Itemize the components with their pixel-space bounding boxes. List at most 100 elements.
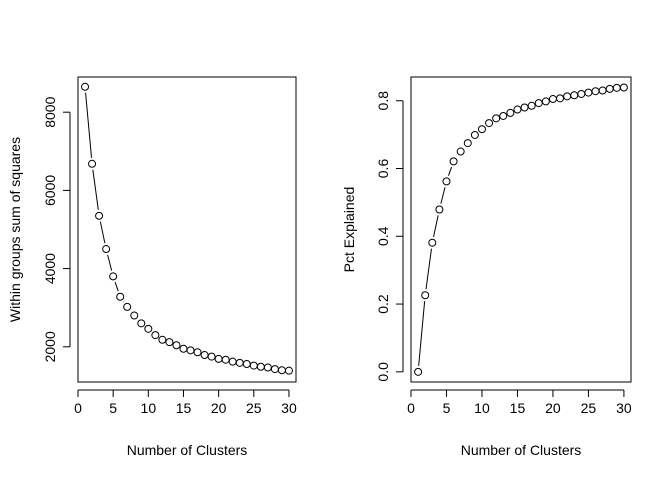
data-point	[270, 365, 279, 374]
y-tick-label: 8000	[42, 96, 58, 127]
right-panel-pct-explained-chart: 0 5 10 15 20 25 30 0.0 0.2 0.4 0.6 0.8 Number of Clu…	[341, 76, 632, 458]
series-line-segment	[448, 166, 453, 176]
y-tick-label: 0.4	[375, 226, 391, 246]
x-tick-label: 5	[443, 400, 451, 416]
plot-frame	[410, 76, 632, 383]
data-point	[499, 111, 508, 120]
x-tick-label: 25	[581, 400, 597, 416]
data-point	[109, 272, 118, 281]
data-point	[513, 105, 522, 114]
data-point	[165, 338, 174, 347]
y-tick-label: 6000	[42, 175, 58, 206]
data-point	[263, 363, 272, 372]
y-axis-title: Pct Explained	[341, 187, 357, 273]
data-point	[584, 88, 593, 97]
x-tick-label: 20	[545, 400, 561, 416]
data-point	[88, 159, 97, 168]
x-tick-label: 10	[474, 400, 490, 416]
x-tick-label: 10	[141, 400, 157, 416]
x-tick-label: 15	[176, 400, 192, 416]
data-point	[81, 82, 90, 91]
x-tick-label: 25	[246, 400, 262, 416]
data-point	[235, 358, 244, 367]
data-point	[449, 157, 458, 166]
x-tick-label: 0	[407, 400, 415, 416]
data-point	[214, 354, 223, 363]
data-point	[563, 92, 572, 101]
data-point	[556, 94, 565, 103]
series-line-segment	[440, 187, 446, 204]
x-tick-label: 15	[510, 400, 526, 416]
y-tick-label: 0.6	[375, 159, 391, 179]
data-point	[492, 114, 501, 123]
data-point	[541, 97, 550, 106]
data-point	[249, 361, 258, 370]
data-point	[570, 91, 579, 100]
series-line-segment	[114, 281, 119, 292]
series-line-segment	[107, 254, 113, 271]
x-axis-title: Number of Clusters	[127, 442, 248, 458]
data-point	[527, 101, 536, 110]
series-line-segment	[433, 215, 439, 237]
data-point	[144, 324, 153, 333]
x-tick-label: 20	[211, 400, 227, 416]
y-tick-label: 4000	[42, 253, 58, 284]
data-point	[186, 346, 195, 355]
data-point	[130, 311, 139, 320]
x-tick-label: 0	[74, 400, 82, 416]
data-point	[137, 319, 146, 328]
y-tick-label: 0.2	[375, 294, 391, 314]
data-point	[193, 348, 202, 357]
series-line-segment	[425, 248, 432, 290]
y-tick-label: 0.8	[375, 91, 391, 111]
data-point	[619, 83, 628, 92]
data-point	[477, 125, 486, 134]
data-point	[577, 89, 586, 98]
data-point	[428, 238, 437, 247]
series-line-segment	[85, 92, 93, 158]
left-panel-elbow-chart: 0 5 10 15 20 25 30 2000 4000 6000 8000 Number of Cl…	[7, 76, 297, 458]
series-line-segment	[99, 221, 106, 244]
data-point	[612, 83, 621, 92]
data-point	[179, 344, 188, 353]
x-tick-label: 30	[281, 400, 297, 416]
plot-frame	[77, 76, 297, 383]
data-point	[591, 87, 600, 96]
data-point	[277, 366, 286, 375]
data-point	[207, 352, 216, 361]
x-tick-label: 5	[109, 400, 117, 416]
data-point	[158, 335, 167, 344]
data-point	[221, 355, 230, 364]
y-tick-label: 0.0	[375, 362, 391, 382]
data-point	[506, 108, 515, 117]
data-point	[598, 86, 607, 95]
y-tick-label: 2000	[42, 331, 58, 362]
data-point	[485, 119, 494, 128]
data-point	[520, 103, 529, 112]
x-tick-label: 30	[616, 400, 632, 416]
data-point	[463, 139, 472, 148]
data-point	[95, 211, 104, 220]
data-point	[534, 99, 543, 108]
data-point	[151, 331, 160, 340]
data-point	[548, 95, 557, 104]
data-point	[228, 357, 237, 366]
data-point	[442, 177, 451, 186]
y-axis-title: Within groups sum of squares	[7, 137, 23, 322]
data-point	[242, 360, 251, 369]
data-point	[172, 341, 181, 350]
data-point	[102, 245, 111, 254]
data-point	[284, 366, 293, 375]
data-point	[123, 302, 132, 311]
series-line-segment	[418, 301, 426, 366]
data-point	[605, 84, 614, 93]
data-point	[256, 362, 265, 371]
data-point	[414, 367, 423, 376]
data-point	[116, 292, 125, 301]
data-point	[456, 147, 465, 156]
data-point	[470, 130, 479, 139]
x-axis-title: Number of Clusters	[461, 442, 582, 458]
data-point	[200, 351, 209, 360]
series-line-segment	[92, 169, 99, 210]
